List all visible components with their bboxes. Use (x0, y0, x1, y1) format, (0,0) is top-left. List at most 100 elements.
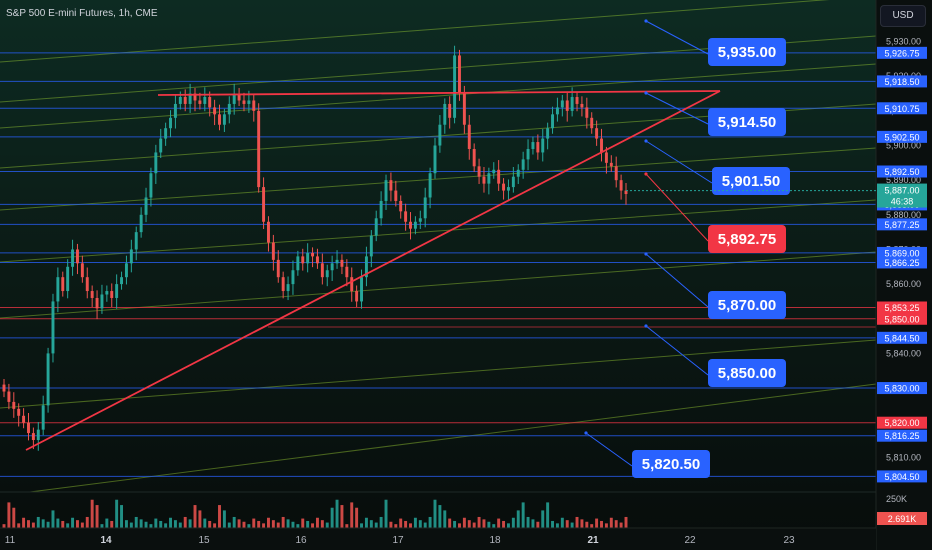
callout-box-2[interactable] (712, 167, 790, 195)
candle-88[interactable] (433, 145, 437, 174)
candle-81[interactable] (399, 200, 403, 212)
candle-124[interactable] (609, 162, 613, 167)
candle-51[interactable] (252, 100, 256, 111)
level-tag-9[interactable] (877, 301, 927, 314)
candle-59[interactable] (291, 270, 295, 285)
currency-button[interactable]: USD (880, 5, 926, 27)
candle-63[interactable] (311, 252, 315, 257)
candle-44[interactable] (218, 114, 221, 125)
candle-18[interactable] (90, 291, 94, 298)
level-tag-1[interactable] (877, 75, 927, 88)
candle-4[interactable] (22, 415, 26, 423)
candle-99[interactable] (487, 173, 491, 184)
candle-70[interactable] (345, 266, 349, 278)
candle-80[interactable] (394, 190, 398, 201)
candle-25[interactable] (124, 263, 128, 278)
candle-75[interactable] (369, 235, 373, 257)
candle-126[interactable] (619, 180, 623, 191)
candle-62[interactable] (306, 252, 310, 264)
candle-57[interactable] (281, 277, 285, 292)
level-tag-0[interactable] (877, 46, 927, 59)
candle-24[interactable] (120, 277, 124, 285)
callout-box-1[interactable] (708, 108, 786, 136)
candle-122[interactable] (600, 138, 603, 153)
level-tag-15[interactable] (877, 470, 927, 483)
candle-73[interactable] (360, 277, 363, 302)
candle-29[interactable] (144, 197, 148, 215)
candle-93[interactable] (458, 55, 461, 94)
level-tag-14[interactable] (877, 429, 927, 442)
level-tag-8[interactable] (877, 256, 927, 269)
level-tag-10[interactable] (877, 312, 927, 325)
candle-119[interactable] (585, 107, 589, 118)
candle-37[interactable] (183, 97, 187, 104)
candle-13[interactable] (66, 266, 70, 292)
candle-79[interactable] (389, 180, 393, 191)
candle-109[interactable] (536, 142, 540, 153)
candle-120[interactable] (590, 117, 594, 129)
candle-43[interactable] (213, 107, 217, 115)
candle-113[interactable] (555, 107, 559, 115)
candle-47[interactable] (232, 93, 236, 104)
time-axis[interactable] (0, 528, 876, 550)
candle-66[interactable] (325, 270, 329, 278)
candle-86[interactable] (423, 197, 427, 219)
candle-78[interactable] (384, 180, 388, 201)
candle-21[interactable] (105, 291, 109, 295)
candle-53[interactable] (262, 187, 266, 222)
level-tag-6[interactable] (877, 218, 927, 231)
candle-115[interactable] (565, 100, 569, 111)
candle-82[interactable] (404, 211, 408, 222)
candle-102[interactable] (502, 183, 506, 191)
current-price-tag[interactable] (877, 183, 927, 208)
candle-30[interactable] (149, 173, 153, 198)
candle-54[interactable] (267, 221, 270, 243)
candle-84[interactable] (413, 221, 417, 229)
candle-14[interactable] (71, 249, 75, 267)
candle-92[interactable] (453, 55, 457, 118)
callout-box-6[interactable] (632, 450, 710, 478)
level-tag-12[interactable] (877, 382, 927, 395)
candle-1[interactable] (7, 391, 11, 402)
candle-50[interactable] (247, 100, 251, 104)
candle-45[interactable] (222, 114, 226, 125)
candle-98[interactable] (482, 176, 486, 184)
candle-46[interactable] (227, 103, 231, 115)
candle-9[interactable] (46, 353, 50, 406)
candle-76[interactable] (374, 218, 378, 236)
candle-16[interactable] (80, 263, 84, 278)
candle-94[interactable] (462, 93, 466, 125)
candle-0[interactable] (2, 384, 6, 392)
candle-111[interactable] (546, 128, 550, 139)
candle-56[interactable] (276, 259, 280, 278)
candle-97[interactable] (477, 166, 481, 177)
candle-108[interactable] (531, 142, 535, 149)
candle-15[interactable] (75, 249, 79, 264)
candle-114[interactable] (560, 100, 564, 108)
candle-117[interactable] (575, 97, 579, 104)
candle-72[interactable] (355, 291, 359, 302)
candle-103[interactable] (506, 187, 510, 191)
candle-10[interactable] (51, 301, 55, 354)
candle-123[interactable] (604, 152, 608, 163)
candle-68[interactable] (335, 259, 339, 264)
callout-box-0[interactable] (708, 38, 786, 66)
candle-28[interactable] (139, 214, 143, 233)
candle-31[interactable] (154, 152, 158, 174)
level-tag-2[interactable] (877, 102, 927, 115)
candle-89[interactable] (438, 124, 442, 146)
candle-121[interactable] (595, 128, 599, 139)
candle-42[interactable] (208, 97, 212, 108)
candle-101[interactable] (497, 169, 501, 184)
candle-39[interactable] (193, 93, 197, 101)
candle-7[interactable] (36, 429, 40, 441)
candle-60[interactable] (296, 256, 300, 271)
candle-32[interactable] (159, 138, 163, 153)
candle-17[interactable] (85, 277, 89, 292)
level-tag-11[interactable] (877, 331, 927, 344)
price-axis[interactable] (876, 0, 932, 550)
candle-40[interactable] (198, 100, 202, 104)
candle-19[interactable] (95, 297, 99, 309)
candle-74[interactable] (364, 256, 368, 278)
